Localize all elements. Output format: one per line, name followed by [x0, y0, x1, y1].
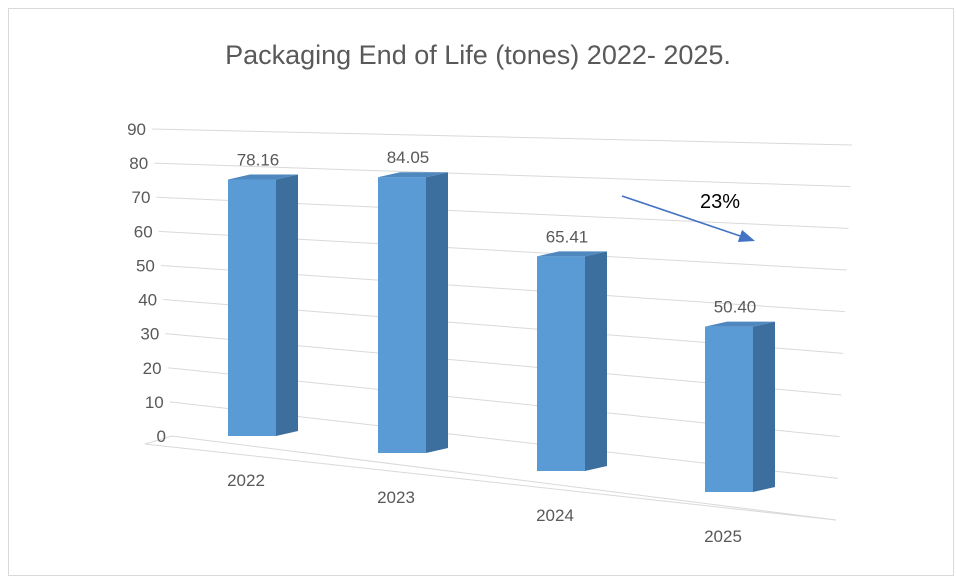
- gridline: [171, 435, 837, 521]
- bars: [228, 172, 775, 492]
- trend-arrow: [621, 195, 756, 242]
- bar-side-face: [753, 321, 775, 492]
- bar-2023: [378, 172, 448, 453]
- x-axis-line: [144, 443, 837, 521]
- data-label: 78.16: [237, 151, 280, 170]
- y-tick-label: 70: [132, 188, 151, 207]
- bar-top-face: [228, 174, 298, 180]
- x-tick-label: 2024: [536, 506, 574, 525]
- y-tick-label: 30: [140, 325, 159, 344]
- bar-front-face: [705, 326, 753, 492]
- bar-2025: [705, 321, 775, 492]
- data-label: 84.05: [387, 148, 430, 167]
- chart-title: Packaging End of Life (tones) 2022- 2025…: [225, 40, 731, 70]
- bar-2024: [537, 251, 607, 471]
- y-tick-label: 20: [143, 359, 162, 378]
- axis-floor-line: [144, 435, 173, 445]
- x-tick-label: 2022: [227, 471, 265, 490]
- data-label: 65.41: [546, 227, 589, 246]
- bar-top-face: [705, 321, 775, 327]
- y-tick-label: 90: [127, 120, 146, 139]
- data-labels: 78.16 84.05 65.41 50.40: [237, 148, 757, 316]
- bar-side-face: [426, 172, 448, 453]
- gridline: [151, 128, 853, 146]
- annotation-percent-label: 23%: [700, 191, 740, 213]
- data-label: 50.40: [714, 298, 757, 317]
- y-tick-label: 0: [157, 427, 166, 446]
- y-tick-label: 60: [134, 222, 153, 241]
- y-tick-label: 40: [138, 291, 157, 310]
- bar-side-face: [276, 174, 298, 436]
- bar-top-face: [537, 251, 607, 257]
- y-tick-label: 80: [129, 154, 148, 173]
- bar-side-face: [585, 251, 607, 471]
- bar-top-face: [378, 172, 448, 178]
- bar-2022: [228, 174, 298, 436]
- y-axis-tick-labels: 0 10 20 30 40 50 60 70 80 90: [127, 120, 166, 446]
- y-tick-label: 10: [145, 393, 164, 412]
- bar-front-face: [378, 177, 426, 453]
- x-tick-label: 2023: [377, 488, 415, 507]
- y-tick-label: 50: [136, 256, 155, 275]
- x-axis-tick-labels: 2022 2023 2024 2025: [227, 471, 742, 546]
- bar-front-face: [537, 256, 585, 471]
- gridline: [154, 162, 851, 188]
- bar-front-face: [228, 179, 276, 436]
- annotation: 23%: [621, 191, 756, 242]
- x-tick-label: 2025: [704, 527, 742, 546]
